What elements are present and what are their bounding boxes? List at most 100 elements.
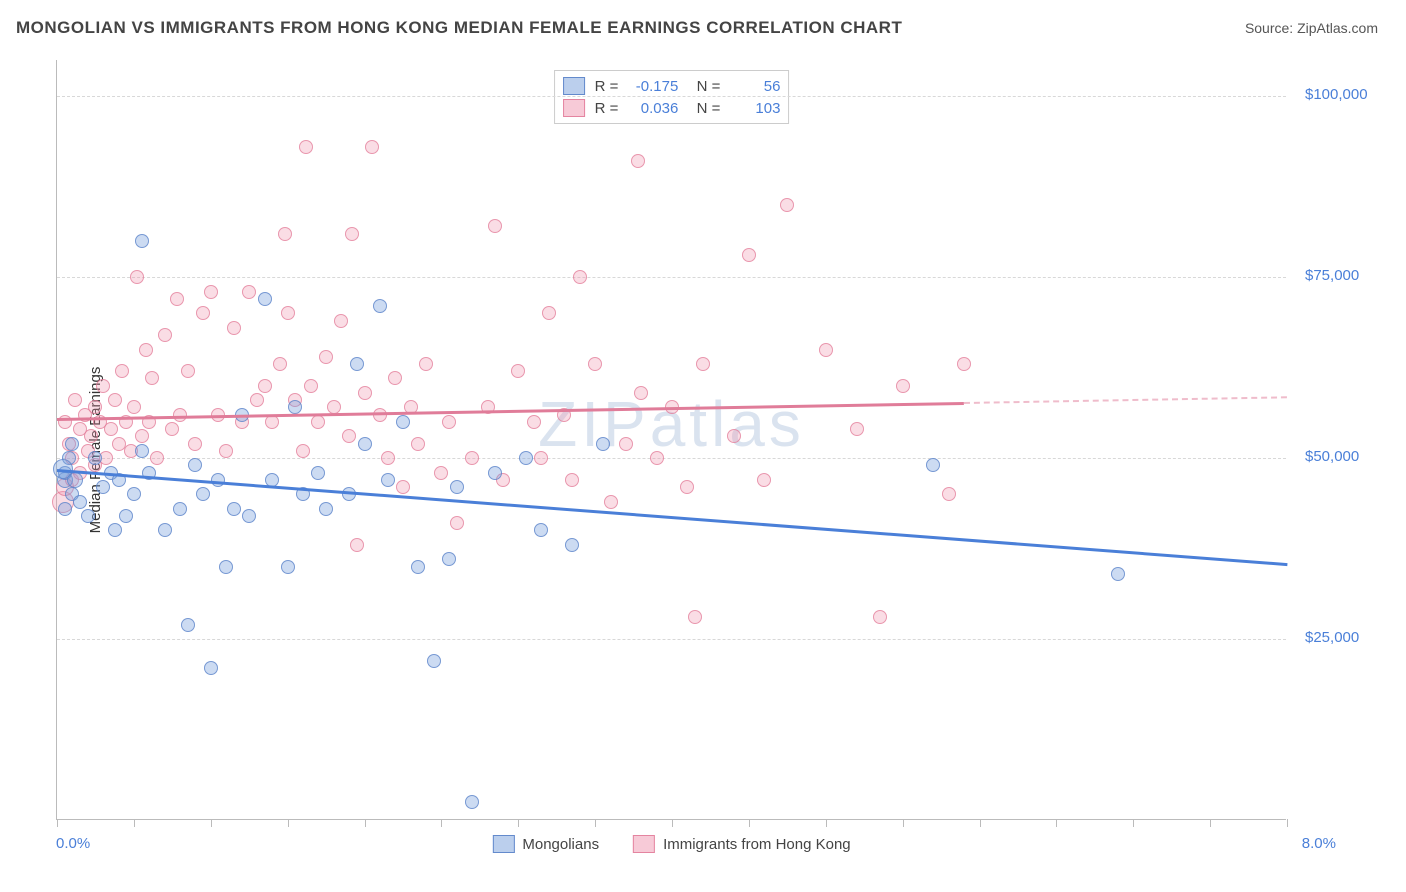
gridline bbox=[57, 639, 1286, 640]
source-label: Source: ZipAtlas.com bbox=[1245, 20, 1378, 36]
data-point bbox=[442, 552, 456, 566]
data-point bbox=[281, 560, 295, 574]
data-point bbox=[204, 661, 218, 675]
data-point bbox=[135, 234, 149, 248]
x-tick bbox=[441, 819, 442, 827]
legend-swatch bbox=[492, 835, 514, 853]
data-point bbox=[358, 437, 372, 451]
data-point bbox=[926, 458, 940, 472]
data-point bbox=[127, 400, 141, 414]
y-tick-label: $50,000 bbox=[1305, 448, 1359, 465]
data-point bbox=[411, 560, 425, 574]
data-point bbox=[396, 480, 410, 494]
data-point bbox=[650, 451, 664, 465]
data-point bbox=[365, 140, 379, 154]
data-point bbox=[450, 516, 464, 530]
plot-region: ZIPatlas R =-0.175 N =56R =0.036 N =103 … bbox=[56, 60, 1286, 820]
gridline bbox=[57, 458, 1286, 459]
data-point bbox=[119, 509, 133, 523]
data-point bbox=[873, 610, 887, 624]
data-point bbox=[696, 357, 710, 371]
data-point bbox=[135, 444, 149, 458]
y-tick-label: $100,000 bbox=[1305, 86, 1368, 103]
data-point bbox=[204, 285, 218, 299]
x-tick bbox=[518, 819, 519, 827]
x-tick bbox=[211, 819, 212, 827]
data-point bbox=[84, 429, 98, 443]
data-point bbox=[250, 393, 264, 407]
data-point bbox=[96, 379, 110, 393]
data-point bbox=[181, 618, 195, 632]
stat-r-label: R = bbox=[595, 78, 619, 95]
legend-item: Immigrants from Hong Kong bbox=[633, 835, 851, 853]
chart-area: Median Female Earnings ZIPatlas R =-0.17… bbox=[16, 50, 1390, 850]
series-legend: Mongolians Immigrants from Hong Kong bbox=[492, 835, 850, 853]
data-point bbox=[634, 386, 648, 400]
data-point bbox=[299, 140, 313, 154]
data-point bbox=[680, 480, 694, 494]
data-point bbox=[165, 422, 179, 436]
data-point bbox=[742, 248, 756, 262]
data-point bbox=[296, 444, 310, 458]
data-point bbox=[345, 227, 359, 241]
data-point bbox=[534, 451, 548, 465]
data-point bbox=[388, 371, 402, 385]
data-point bbox=[278, 227, 292, 241]
data-point bbox=[115, 364, 129, 378]
x-tick bbox=[1056, 819, 1057, 827]
data-point bbox=[135, 429, 149, 443]
watermark: ZIPatlas bbox=[538, 387, 805, 461]
data-point bbox=[81, 509, 95, 523]
data-point bbox=[319, 502, 333, 516]
x-tick bbox=[1287, 819, 1288, 827]
data-point bbox=[242, 509, 256, 523]
legend-swatch bbox=[563, 77, 585, 95]
data-point bbox=[942, 487, 956, 501]
stat-n-label: N = bbox=[688, 100, 720, 117]
y-tick-label: $75,000 bbox=[1305, 267, 1359, 284]
data-point bbox=[258, 292, 272, 306]
data-point bbox=[65, 437, 79, 451]
gridline bbox=[57, 96, 1286, 97]
data-point bbox=[227, 321, 241, 335]
data-point bbox=[188, 437, 202, 451]
data-point bbox=[465, 451, 479, 465]
data-point bbox=[465, 795, 479, 809]
data-point bbox=[227, 502, 241, 516]
data-point bbox=[219, 444, 233, 458]
legend-item: Mongolians bbox=[492, 835, 599, 853]
y-tick-label: $25,000 bbox=[1305, 629, 1359, 646]
data-point bbox=[196, 487, 210, 501]
data-point bbox=[108, 523, 122, 537]
data-point bbox=[588, 357, 602, 371]
data-point bbox=[450, 480, 464, 494]
x-axis-max-label: 8.0% bbox=[1302, 835, 1336, 852]
data-point bbox=[896, 379, 910, 393]
x-tick bbox=[826, 819, 827, 827]
data-point bbox=[527, 415, 541, 429]
data-point bbox=[542, 306, 556, 320]
data-point bbox=[88, 400, 102, 414]
data-point bbox=[565, 473, 579, 487]
x-tick bbox=[595, 819, 596, 827]
data-point bbox=[411, 437, 425, 451]
data-point bbox=[130, 270, 144, 284]
data-point bbox=[573, 270, 587, 284]
stat-r-label: R = bbox=[595, 100, 619, 117]
data-point bbox=[127, 487, 141, 501]
data-point bbox=[565, 538, 579, 552]
data-point bbox=[88, 451, 102, 465]
data-point bbox=[281, 306, 295, 320]
data-point bbox=[258, 379, 272, 393]
data-point bbox=[358, 386, 372, 400]
x-tick bbox=[1133, 819, 1134, 827]
data-point bbox=[68, 393, 82, 407]
data-point bbox=[173, 408, 187, 422]
data-point bbox=[596, 437, 610, 451]
data-point bbox=[957, 357, 971, 371]
trend-line-dashed bbox=[964, 397, 1287, 405]
data-point bbox=[173, 502, 187, 516]
x-tick bbox=[980, 819, 981, 827]
data-point bbox=[108, 393, 122, 407]
x-tick bbox=[365, 819, 366, 827]
